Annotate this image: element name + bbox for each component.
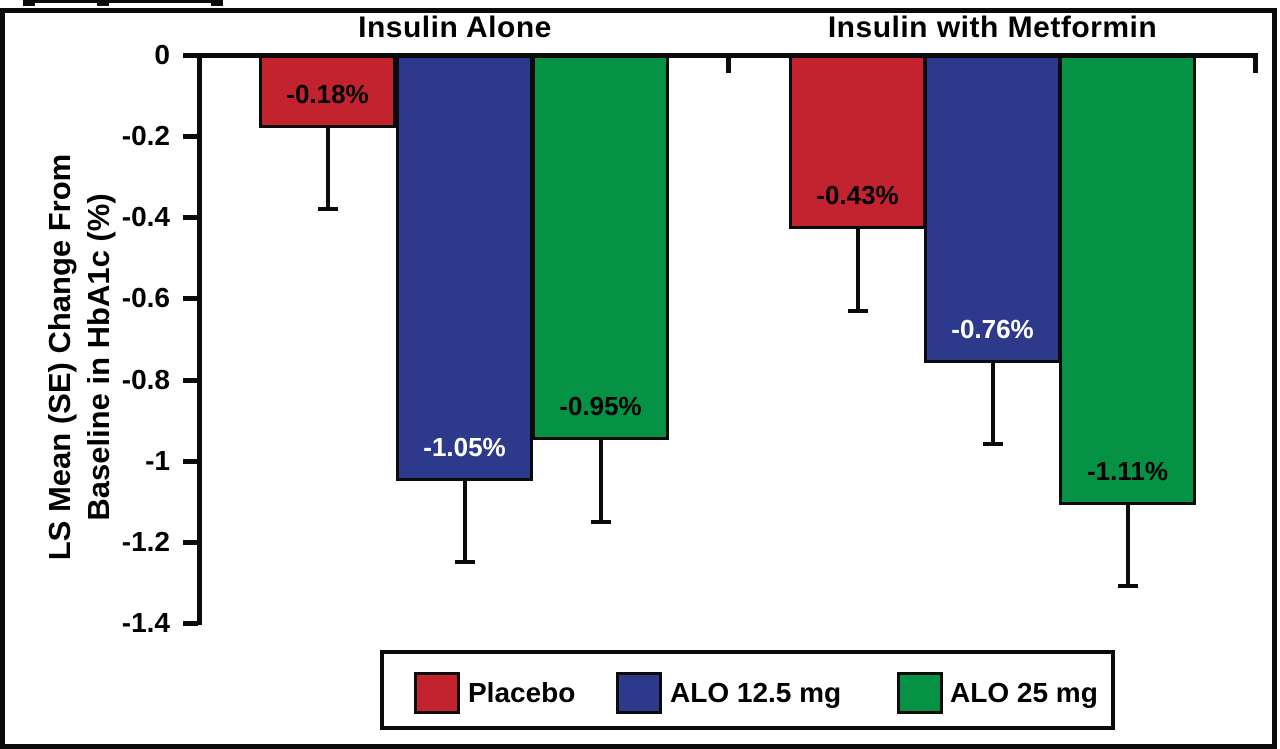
error-bar	[991, 361, 995, 444]
bar-value-label: -0.43%	[816, 180, 899, 210]
bar-value-label: -0.76%	[951, 314, 1034, 344]
y-axis-tick-label: -1.2	[121, 526, 170, 557]
error-bar	[599, 438, 603, 522]
figure-frame	[0, 8, 1277, 749]
legend-label-alo-12-5: ALO 12.5 mg	[670, 677, 842, 708]
bar-value-label: -1.05%	[423, 432, 506, 462]
error-bar	[326, 126, 330, 209]
bar-value-label: -0.95%	[559, 391, 642, 421]
error-bar	[856, 227, 860, 311]
legend: Placebo ALO 12.5 mg ALO 25 mg	[380, 650, 1115, 730]
error-bar-cap	[455, 560, 475, 564]
y-axis-tick	[183, 134, 198, 139]
y-axis-tick-label: -0.8	[121, 364, 170, 395]
y-axis-line	[197, 53, 202, 625]
bar-value-label: -0.18%	[286, 79, 369, 109]
y-axis-tick	[183, 621, 198, 626]
error-bar-cap	[1118, 584, 1138, 588]
legend-swatch-placebo	[414, 672, 460, 714]
x-axis-end-tick	[1253, 56, 1258, 73]
y-axis-tick-label: -0.6	[121, 282, 170, 313]
y-axis-tick	[183, 215, 198, 220]
y-axis-tick-label: -0.4	[121, 201, 170, 232]
y-axis-tick	[183, 540, 198, 545]
error-bar	[463, 479, 467, 562]
x-axis-group-divider-tick	[726, 56, 731, 73]
error-bar-cap	[591, 520, 611, 524]
y-axis-tick-label: -1	[145, 445, 170, 476]
y-axis-tick-label: 0	[154, 39, 170, 70]
y-axis-tick-label: -1.4	[121, 607, 170, 638]
error-bar-cap	[983, 442, 1003, 446]
cropped-top-remnant-stub	[23, 0, 35, 6]
x-axis-top-line	[197, 53, 1258, 58]
legend-label-alo-25: ALO 25 mg	[950, 677, 1098, 708]
y-axis-tick	[183, 378, 198, 383]
y-axis-tick	[183, 459, 198, 464]
bar-alo-12-5-mg	[924, 55, 1061, 363]
bar-alo-12-5-mg	[396, 55, 533, 481]
bar-alo-25-mg	[532, 55, 669, 440]
cropped-top-remnant-line	[23, 0, 223, 3]
error-bar	[1126, 503, 1130, 586]
y-axis-tick	[183, 53, 198, 58]
legend-swatch-alo-25	[897, 672, 943, 714]
bar-value-label: -1.11%	[1087, 456, 1168, 486]
legend-label-placebo: Placebo	[468, 677, 576, 708]
error-bar-cap	[318, 207, 338, 211]
cropped-top-remnant-stub	[211, 0, 223, 6]
group-title-insulin-with-metformin: Insulin with Metformin	[827, 11, 1158, 44]
error-bar-cap	[848, 309, 868, 313]
group-title-insulin-alone: Insulin Alone	[358, 11, 552, 44]
legend-swatch-alo-12-5	[616, 672, 662, 714]
bar-alo-25-mg	[1059, 55, 1196, 505]
y-axis-tick	[183, 296, 198, 301]
y-axis-tick-label: -0.2	[121, 120, 170, 151]
cropped-top-remnant-stub	[97, 0, 109, 6]
